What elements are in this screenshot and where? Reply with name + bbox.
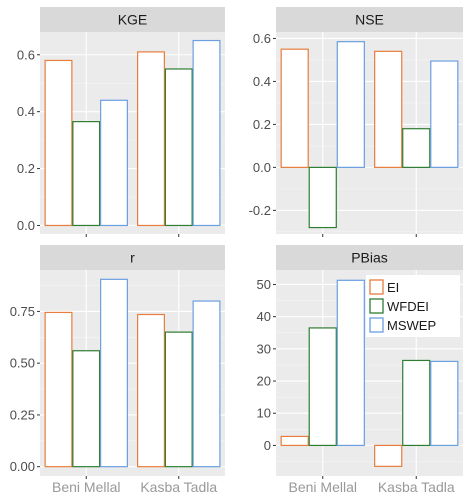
bar-pbias-ei-kasba-tadla <box>374 444 403 467</box>
y-tick-label: 0.25 <box>10 407 35 422</box>
bar-nse-wfdei-kasba-tadla <box>402 128 431 168</box>
y-tick-label: 0.50 <box>10 356 35 371</box>
legend-key-wfdei <box>369 298 384 314</box>
strip-kge <box>40 7 225 32</box>
y-tick-label: 0.6 <box>253 31 271 46</box>
bar-kge-mswep-kasba-tadla <box>192 39 221 227</box>
y-tick-label: 0.0 <box>253 160 271 175</box>
legend-label-mswep: MSWEP <box>387 318 436 333</box>
bar-kge-wfdei-kasba-tadla <box>164 68 193 227</box>
y-tick-label: 0 <box>264 438 271 453</box>
bar-kge-wfdei-beni-mellal <box>72 121 101 227</box>
bar-r-ei-kasba-tadla <box>137 313 165 468</box>
legend: EI WFDEI MSWEP <box>366 275 460 337</box>
y-tick-label: 0.75 <box>10 304 35 319</box>
bar-r-wfdei-beni-mellal <box>72 350 101 468</box>
bar-r-ei-beni-mellal <box>44 311 73 468</box>
y-tick-label: 0.2 <box>253 117 271 132</box>
x-category-label: Kasba Tadla <box>378 479 455 495</box>
panel-title-nse: NSE <box>355 12 384 28</box>
bar-r-mswep-kasba-tadla <box>192 300 221 468</box>
y-tick-label: 0.0 <box>17 218 35 233</box>
y-tick-label: -0.2 <box>249 203 271 218</box>
bar-kge-ei-kasba-tadla <box>137 51 165 227</box>
legend-label-wfdei: WFDEI <box>387 299 429 314</box>
panel-kge: KGE 0.0 0.2 0.4 0.6 <box>17 7 225 237</box>
y-tick-label: 0.4 <box>17 104 35 119</box>
bar-r-wfdei-kasba-tadla <box>164 331 193 468</box>
y-tick-label: 50 <box>257 277 271 292</box>
panel-title-kge: KGE <box>118 12 148 28</box>
bar-pbias-ei-beni-mellal <box>280 435 309 447</box>
bar-pbias-wfdei-kasba-tadla <box>402 359 431 447</box>
bar-pbias-mswep-kasba-tadla <box>430 360 459 447</box>
bar-kge-mswep-beni-mellal <box>100 99 128 227</box>
y-tick-label: 20 <box>257 374 271 389</box>
bar-nse-mswep-kasba-tadla <box>430 60 459 168</box>
bar-nse-wfdei-beni-mellal <box>308 166 337 229</box>
y-tick-label: 0.2 <box>17 161 35 176</box>
panel-title-r: r <box>130 250 135 266</box>
x-category-label: Kasba Tadla <box>140 479 217 495</box>
y-tick-label: 0.4 <box>253 74 271 89</box>
legend-key-mswep <box>369 317 384 333</box>
strip-r <box>40 245 225 270</box>
y-tick-label: 30 <box>257 341 271 356</box>
y-tick-label: 40 <box>257 309 271 324</box>
panel-nse: NSE -0.2 0.0 0.2 0.4 0.6 <box>249 7 463 237</box>
bar-r-mswep-beni-mellal <box>100 278 128 468</box>
x-category-label: Beni Mellal <box>289 479 357 495</box>
y-tick-label: 10 <box>257 406 271 421</box>
legend-label-ei: EI <box>387 280 399 295</box>
legend-key-ei <box>369 279 384 295</box>
panel-r: r 0.00 0.25 0.50 0.75 <box>10 245 225 479</box>
x-category-label: Beni Mellal <box>52 479 120 495</box>
bar-pbias-wfdei-beni-mellal <box>308 327 337 447</box>
panel-title-pbias: PBias <box>351 250 388 266</box>
bar-kge-ei-beni-mellal <box>44 59 73 227</box>
bar-nse-mswep-beni-mellal <box>336 41 365 168</box>
bar-nse-ei-kasba-tadla <box>374 50 403 168</box>
strip-pbias <box>276 245 463 270</box>
strip-nse <box>276 7 463 32</box>
bar-nse-ei-beni-mellal <box>280 48 309 168</box>
y-tick-label: 0.6 <box>17 47 35 62</box>
bar-pbias-mswep-beni-mellal <box>336 279 365 447</box>
y-tick-label: 0.00 <box>10 459 35 474</box>
